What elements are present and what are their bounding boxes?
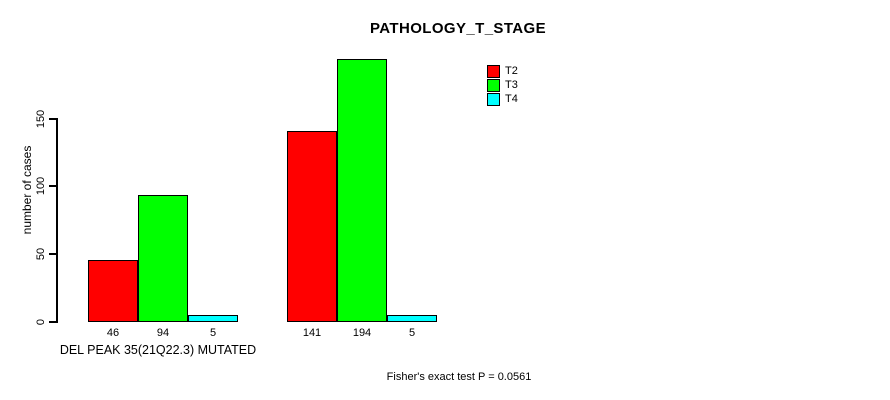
bar-t2-group2 [287, 130, 337, 322]
legend-label-t4: T4 [505, 93, 518, 105]
y-axis-line [56, 118, 58, 323]
y-tick-label-100: 100 [35, 177, 47, 196]
bar-value-label-t2-group2: 141 [302, 327, 322, 339]
bar-t4-group1 [188, 315, 238, 322]
y-axis-label: number of cases [20, 145, 34, 235]
bar-value-label-t3-group1: 94 [156, 327, 170, 339]
legend-swatch-t4 [487, 92, 500, 106]
y-tick-100 [49, 185, 57, 188]
legend-label-t3: T3 [505, 79, 518, 91]
bar-value-label-t4-group2: 5 [408, 327, 416, 339]
y-tick-label-0: 0 [35, 318, 47, 326]
x-axis-label: DEL PEAK 35(21Q22.3) MUTATED [59, 343, 257, 357]
bar-value-label-t4-group1: 5 [209, 327, 217, 339]
y-tick-150 [49, 117, 57, 120]
chart-title: PATHOLOGY_T_STAGE [370, 20, 546, 37]
bar-t3-group1 [138, 194, 188, 322]
bar-value-label-t2-group1: 46 [106, 327, 120, 339]
stat-annotation: Fisher's exact test P = 0.0561 [386, 371, 532, 383]
legend: T2 T3 T4 [487, 64, 518, 106]
bar-t4-group2 [387, 315, 437, 322]
legend-swatch-t3 [487, 78, 500, 92]
bar-value-label-t3-group2: 194 [352, 327, 372, 339]
y-tick-label-50: 50 [35, 248, 47, 261]
bar-t2-group1 [88, 259, 138, 322]
y-tick-0 [49, 321, 57, 323]
y-tick-label-150: 150 [35, 109, 47, 128]
legend-item-t2: T2 [487, 64, 518, 78]
legend-label-t2: T2 [505, 65, 518, 77]
y-tick-50 [49, 253, 57, 256]
legend-item-t3: T3 [487, 78, 518, 92]
legend-item-t4: T4 [487, 92, 518, 106]
bar-t3-group2 [337, 58, 387, 322]
legend-swatch-t2 [487, 64, 500, 78]
